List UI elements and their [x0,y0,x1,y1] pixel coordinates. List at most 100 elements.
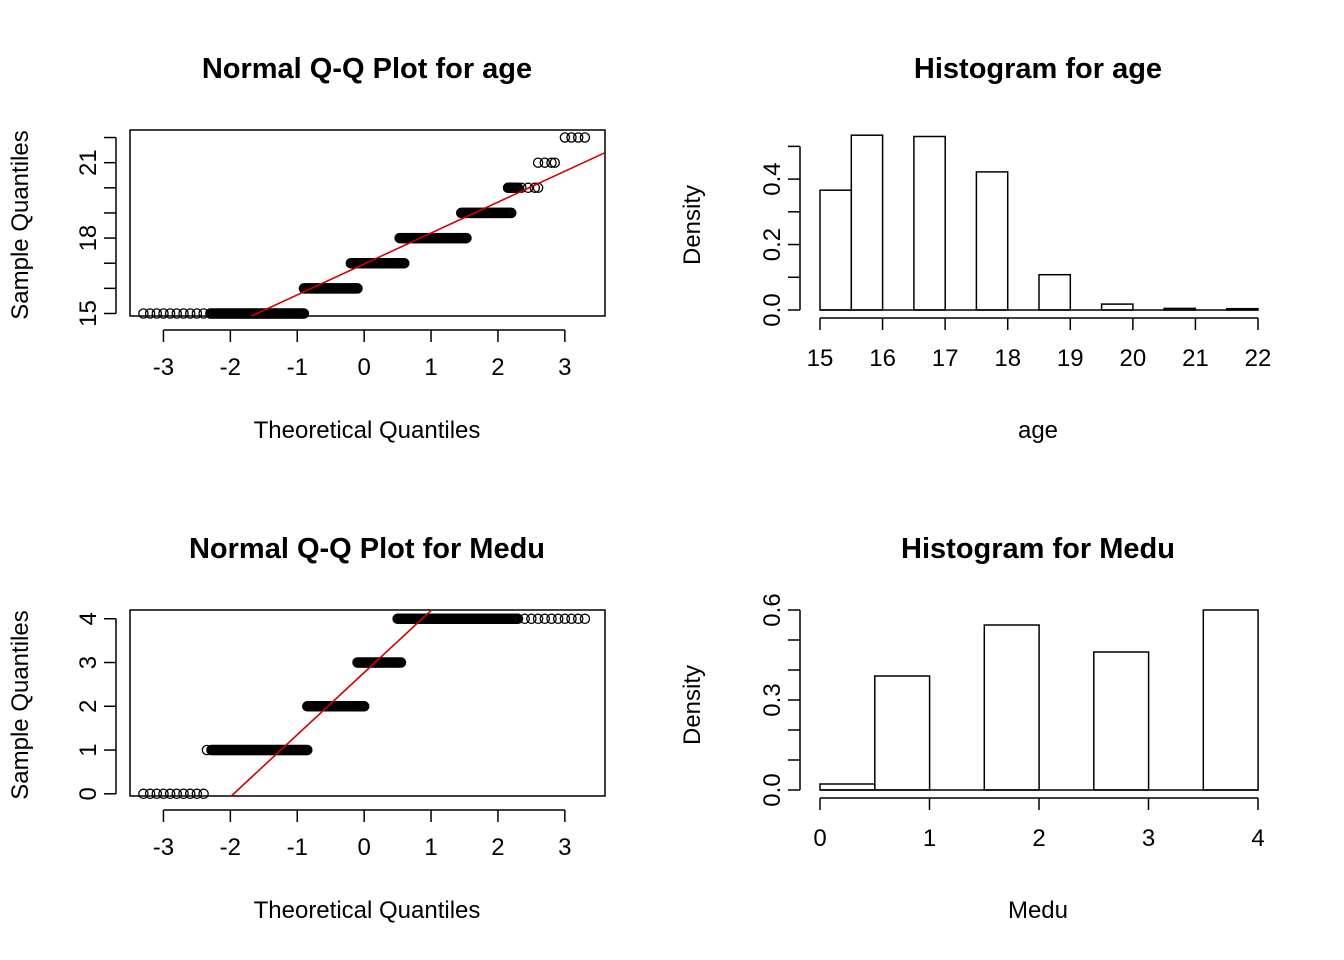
x-tick-label: 1 [923,825,936,852]
data-point [184,308,196,319]
y-tick-label: 1 [75,743,102,756]
x-tick-label: 17 [932,345,959,372]
qq-plot-age-panel: Normal Q-Q Plot for age Theoretical Quan… [7,53,606,444]
chart-title: Normal Q-Q Plot for age [202,53,532,85]
axes: 15 16 17 18 19 20 21 22 0.0 0.2 0.4 [759,145,1272,372]
data-point [164,788,176,800]
x-tick-label: 3 [558,354,571,381]
data-point [298,308,310,319]
data-point [158,788,169,800]
histogram-bar [874,675,931,791]
qq-reference-line [249,151,605,316]
histogram-bar [850,134,884,311]
y-tick-label: 21 [75,149,102,176]
x-tick-label: -2 [220,354,241,381]
chart-title: Normal Q-Q Plot for Medu [189,533,545,565]
y-tick-label: 4 [75,612,102,625]
x-axis-label: Medu [1008,897,1068,924]
x-tick-label: -3 [153,354,174,381]
data-point [164,308,176,319]
data-point [559,613,571,625]
histogram-bar [975,171,1009,311]
x-tick-label: 2 [491,354,504,381]
x-tick-label: 1 [424,834,437,861]
chart-title: Histogram for Medu [901,533,1175,565]
data-point [178,308,189,319]
y-tick-label: 0.2 [759,228,786,261]
histogram-bars [819,134,1259,311]
data-point [171,788,183,800]
x-tick-label: 1 [424,354,437,381]
data-point [184,788,196,800]
data-point [512,613,524,625]
data-point [144,788,156,800]
x-axis-label: Theoretical Quantiles [254,897,481,924]
data-point [352,283,363,294]
data-point [519,613,530,625]
data-points [138,132,605,319]
data-point [532,157,544,168]
data-point [191,308,203,319]
data-point [144,308,156,319]
data-point [572,132,584,143]
qq-reference-line [230,610,433,796]
histogram-bars [819,609,1259,791]
y-tick-label: 0.0 [759,293,786,326]
data-point [546,157,557,168]
data-point [546,613,557,625]
x-tick-label: 2 [491,834,504,861]
data-point [522,182,534,194]
y-tick-label: 15 [75,300,102,327]
data-point [566,613,577,625]
data-point [539,157,551,168]
chart-title: Histogram for age [914,53,1162,85]
data-point [399,257,410,269]
x-tick-label: 2 [1032,825,1045,852]
qq-plot-medu-panel: Normal Q-Q Plot for Medu Theoretical Qua… [7,533,606,924]
x-tick-label: -2 [220,834,241,861]
data-point [552,613,564,625]
y-tick-label: 0.6 [759,593,786,626]
histogram-bar [819,783,876,791]
histogram-bar [1093,651,1150,791]
axes: -3 -2 -1 0 1 2 3 15 18 21 [75,136,572,381]
data-point [198,788,209,800]
data-point [506,207,517,219]
histogram-age-panel: Histogram for age age Density 15 16 17 18 19… [679,53,1271,444]
data-point [178,788,189,800]
histogram-bar [1100,303,1134,311]
y-axis-label: Density [679,665,706,745]
x-axis-label: Theoretical Quantiles [254,417,481,444]
data-point [549,157,561,168]
data-point [526,613,537,625]
x-tick-label: -1 [287,834,308,861]
data-point [138,308,149,319]
y-axis-label: Sample Quantiles [7,130,34,319]
data-point [559,132,571,143]
x-tick-label: -3 [153,834,174,861]
data-point [579,613,591,625]
x-tick-label: 22 [1245,345,1272,372]
data-point [191,788,203,800]
x-tick-label: 16 [869,345,896,372]
data-point [395,657,407,668]
x-tick-label: 15 [807,345,834,372]
x-tick-label: 0 [357,834,370,861]
data-point [572,613,584,625]
histogram-bar [819,189,853,311]
x-axis-label: age [1018,417,1058,444]
data-points [138,610,591,800]
y-tick-label: 2 [75,700,102,713]
data-point [151,788,163,800]
x-tick-label: 3 [1142,825,1155,852]
y-tick-label: 0 [75,787,102,800]
x-tick-label: 3 [558,834,571,861]
x-tick-label: 20 [1120,345,1147,372]
x-tick-label: 18 [994,345,1021,372]
x-tick-label: 4 [1251,825,1264,852]
histogram-bar [1038,273,1072,311]
data-point [171,308,183,319]
data-point [302,744,313,756]
histogram-bar [1202,609,1259,791]
